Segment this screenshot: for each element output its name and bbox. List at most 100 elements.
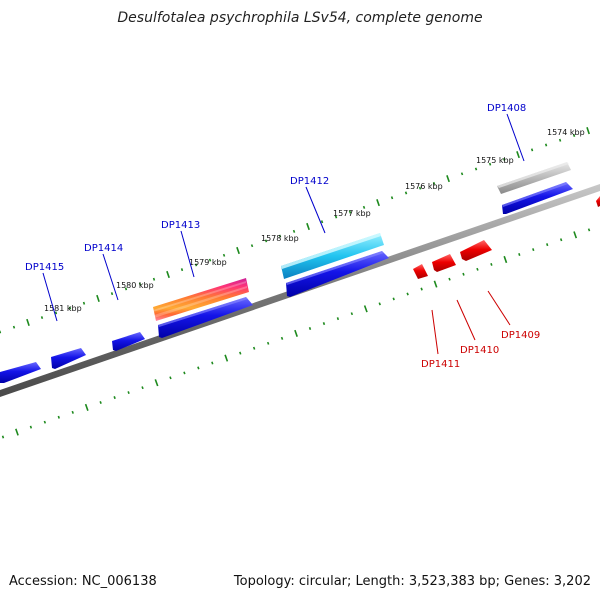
upper-track-minor-tick — [208, 258, 212, 262]
lower-track-minor-tick — [252, 346, 256, 350]
gene-label-dp1411[interactable]: DP1411 — [421, 359, 460, 370]
gene-label-dp1415[interactable]: DP1415 — [25, 262, 64, 273]
upper-track-major-tick — [166, 270, 170, 279]
lower-track-minor-tick — [476, 267, 479, 271]
scale-label-1575: 1575 kbp — [476, 156, 514, 165]
upper-track-minor-tick — [432, 181, 436, 185]
scale-label-1581: 1581 kbp — [44, 304, 82, 313]
lower-track-minor-tick — [378, 302, 381, 306]
upper-track-minor-tick — [404, 191, 408, 195]
lower-track-major-tick — [363, 305, 368, 313]
gene-feature-dp1415[interactable] — [51, 348, 86, 369]
upper-track-minor-tick — [320, 220, 324, 224]
upper-track-minor-tick — [68, 306, 72, 310]
gene-label-dp1409[interactable]: DP1409 — [501, 330, 540, 341]
lower-track-minor-tick — [99, 401, 102, 404]
upper-track-minor-tick — [530, 148, 534, 152]
upper-track-minor-tick — [222, 253, 226, 257]
scale-label-1578: 1578 kbp — [261, 234, 299, 243]
leader-line-dp1413 — [180, 230, 195, 278]
upper-track-major-tick — [96, 294, 100, 303]
lower-track-minor-tick — [392, 297, 395, 301]
gene-feature-dp1411[interactable] — [413, 264, 428, 279]
lower-track-minor-tick — [532, 248, 535, 252]
gene-labels: DP1408 DP1412 DP1413 DP1414 DP1415 DP140… — [25, 103, 540, 370]
gene-feature-dp1413-striped[interactable] — [153, 278, 249, 321]
upper-track-major-tick — [516, 151, 520, 159]
scale-label-1580: 1580 kbp — [116, 281, 154, 290]
upper-track-minor-tick — [250, 244, 254, 248]
upper-track-minor-tick — [12, 325, 16, 329]
scale-labels: 1574 kbp 1575 kbp 1576 kbp 1577 kbp 1578… — [44, 128, 585, 313]
upper-track-minor-tick — [40, 316, 44, 320]
lower-track-minor-tick — [559, 238, 563, 242]
scale-label-1576: 1576 kbp — [405, 182, 443, 191]
lower-track-minor-tick — [587, 228, 591, 232]
genome-summary-text: Topology: circular; Length: 3,523,383 bp… — [233, 574, 591, 589]
upper-track-minor-tick — [152, 277, 156, 281]
gene-feature-dp1410[interactable] — [432, 254, 456, 272]
leader-line-dp1415 — [42, 272, 58, 322]
leader-line-dp1412 — [305, 186, 326, 234]
map-title: Desulfotalea psychrophila LSv54, complet… — [117, 10, 483, 26]
upper-track-minor-tick — [124, 287, 128, 291]
upper-track-minor-tick — [348, 210, 352, 214]
lower-track-minor-tick — [322, 322, 326, 326]
upper-track-major-tick — [586, 127, 590, 135]
lower-track-minor-tick — [141, 386, 144, 390]
gene-label-dp1412[interactable]: DP1412 — [290, 176, 329, 187]
gene-feature-dp1414[interactable] — [112, 332, 145, 351]
gene-feature-dp1412[interactable] — [286, 251, 389, 297]
lower-track-minor-tick — [280, 336, 284, 340]
scale-label-1579: 1579 kbp — [189, 258, 227, 267]
gene-label-dp1413[interactable]: DP1413 — [161, 220, 200, 231]
lower-track-minor-tick — [406, 292, 409, 296]
upper-track-minor-tick — [334, 215, 338, 219]
gene-feature-dp1409[interactable] — [460, 240, 492, 261]
lower-track-minor-tick — [211, 361, 214, 365]
lower-track-major-tick — [15, 428, 19, 436]
lower-track-minor-tick — [29, 425, 33, 429]
lower-track-minor-tick — [1, 435, 5, 439]
gene-feature-dp1408[interactable] — [502, 182, 573, 214]
gene-feature-partial-left[interactable] — [0, 362, 41, 383]
lower-track-major-tick — [294, 329, 298, 337]
upper-track-minor-tick — [264, 239, 268, 243]
gene-feature-partial-right[interactable] — [596, 196, 600, 207]
lower-track-major-tick — [84, 403, 89, 411]
gene-feature-dp1413[interactable] — [158, 297, 253, 338]
gene-label-dp1408[interactable]: DP1408 — [487, 103, 526, 114]
gene-feature-dp1412-cyan[interactable] — [281, 233, 384, 279]
scale-ticks-lower — [1, 228, 591, 439]
lower-track-major-tick — [224, 354, 229, 362]
lower-track-minor-tick — [420, 287, 423, 291]
lower-track-minor-tick — [169, 376, 172, 380]
lower-track-minor-tick — [462, 272, 465, 276]
gene-label-dp1414[interactable]: DP1414 — [84, 243, 123, 254]
lower-track-minor-tick — [518, 253, 521, 256]
upper-track-major-tick — [306, 222, 310, 231]
lower-track-major-tick — [154, 379, 159, 387]
upper-track-minor-tick — [362, 205, 366, 209]
scale-label-1577: 1577 kbp — [333, 209, 371, 218]
upper-track-minor-tick — [110, 292, 114, 296]
gene-label-dp1410[interactable]: DP1410 — [460, 345, 499, 356]
upper-track-minor-tick — [278, 234, 282, 238]
lower-track-minor-tick — [71, 410, 74, 414]
lower-track-minor-tick — [266, 341, 270, 345]
leader-line-dp1411 — [431, 309, 439, 355]
lower-track-minor-tick — [183, 371, 186, 375]
lower-track-major-tick — [433, 280, 438, 288]
lower-track-minor-tick — [197, 366, 200, 370]
leader-line-dp1414 — [102, 253, 119, 301]
upper-track-minor-tick — [390, 196, 394, 200]
scale-label-1574: 1574 kbp — [547, 128, 585, 137]
upper-track-minor-tick — [418, 186, 422, 190]
upper-track-minor-tick — [180, 268, 184, 272]
lower-track-minor-tick — [127, 391, 130, 395]
gene-feature-dp1408-pseudo[interactable] — [497, 162, 571, 194]
lower-track-minor-tick — [350, 312, 354, 316]
leader-line-dp1410 — [456, 299, 476, 341]
